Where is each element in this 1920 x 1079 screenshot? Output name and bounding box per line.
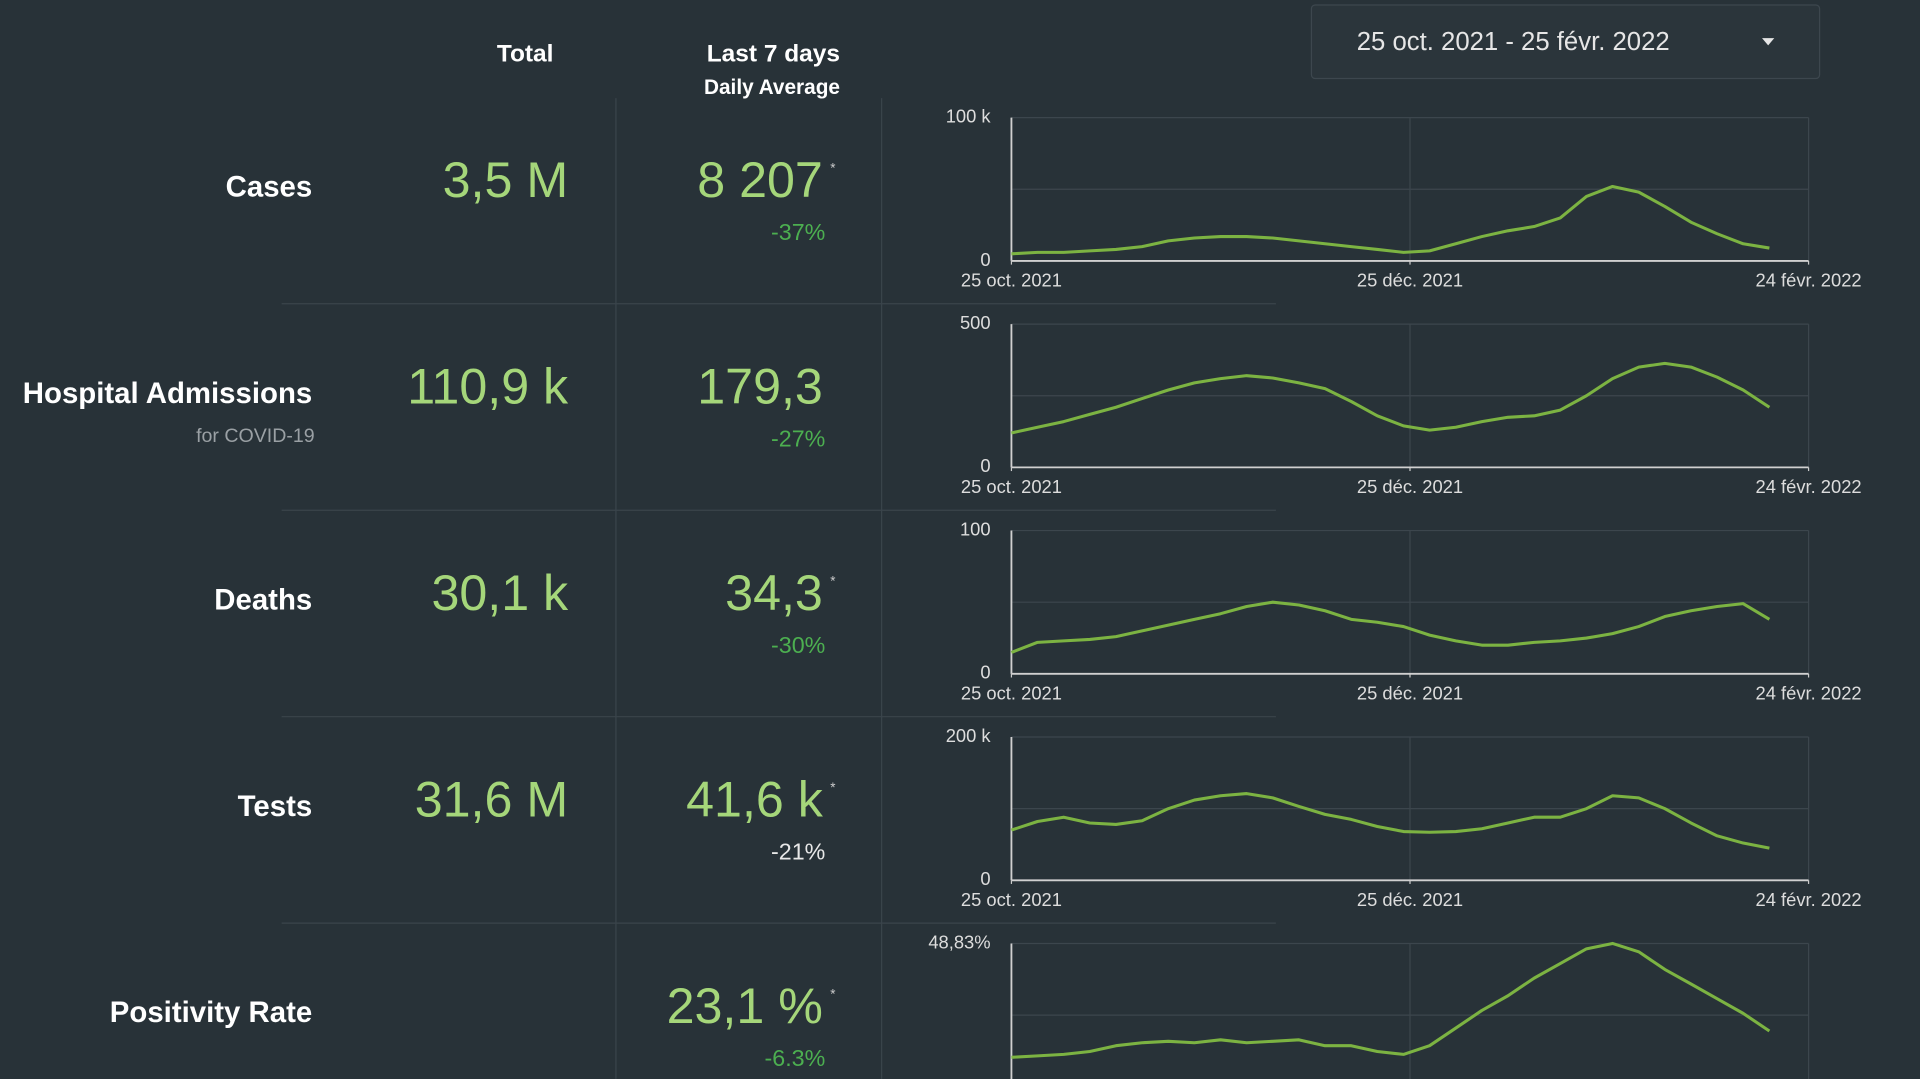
asterisk: *	[830, 574, 836, 589]
change-value: -27%	[771, 426, 825, 452]
row-label: Deaths	[214, 583, 312, 616]
x-tick-label: 25 déc. 2021	[1357, 476, 1463, 497]
average-value: 8 207	[697, 152, 823, 208]
dropdown-arrow[interactable]	[1762, 38, 1775, 46]
header-last7: Last 7 days	[707, 41, 840, 68]
x-tick-label: 25 oct. 2021	[961, 682, 1062, 703]
x-tick-label: 25 déc. 2021	[1357, 682, 1463, 703]
x-tick-label: 24 févr. 2022	[1755, 270, 1861, 291]
total-value: 31,6 M	[415, 771, 568, 827]
x-tick-label: 24 févr. 2022	[1755, 476, 1861, 497]
date-range-picker[interactable]: 25 oct. 2021 - 25 févr. 2022	[1310, 4, 1821, 80]
change-value: -21%	[771, 838, 825, 864]
y-tick-label: 0	[980, 662, 990, 683]
row-label: Hospital Admissions	[23, 377, 312, 410]
x-tick-label: 25 déc. 2021	[1357, 270, 1463, 291]
date-range-box[interactable]	[1310, 4, 1821, 80]
y-tick-label: 0	[980, 455, 990, 476]
y-tick-label: 100 k	[946, 106, 992, 127]
x-tick-label: 25 oct. 2021	[961, 476, 1062, 497]
trend-line	[1010, 600, 1771, 654]
header-total: Total	[497, 41, 554, 68]
header-daily-average: Daily Average	[704, 76, 840, 99]
total-value: 3,5 M	[443, 152, 569, 208]
y-tick-label: 0	[980, 249, 990, 270]
change-value: -6.3%	[765, 1045, 826, 1071]
row-label: Cases	[226, 170, 313, 203]
y-tick-label: 500	[960, 312, 991, 333]
y-tick-label: 100	[960, 518, 991, 539]
trend-line	[1010, 792, 1770, 850]
average-value: 179,3	[697, 359, 823, 415]
average-value: 23,1 %	[667, 978, 823, 1034]
y-tick-label: 200 k	[946, 725, 992, 746]
x-tick-label: 25 déc. 2021	[1357, 889, 1463, 910]
x-tick-label: 25 oct. 2021	[961, 270, 1062, 291]
y-tick-label: 0	[980, 868, 990, 889]
change-value: -37%	[771, 219, 825, 245]
asterisk: *	[830, 986, 836, 1001]
trend-line	[1011, 361, 1771, 435]
x-tick-label: 24 févr. 2022	[1755, 682, 1861, 703]
y-tick-label: 48,83%	[928, 931, 990, 952]
asterisk: *	[830, 161, 836, 176]
row-label: Positivity Rate	[110, 996, 312, 1029]
row-label: Tests	[238, 790, 313, 823]
row-sublabel: for COVID-19	[196, 425, 315, 447]
x-tick-label: 24 févr. 2022	[1755, 889, 1861, 910]
date-range-text[interactable]: 25 oct. 2021 - 25 févr. 2022	[1357, 28, 1670, 56]
total-value: 110,9 k	[407, 359, 569, 415]
trend-line	[1011, 184, 1770, 256]
change-value: -30%	[771, 632, 825, 658]
asterisk: *	[830, 780, 836, 795]
trend-line	[1011, 941, 1771, 1059]
total-value: 30,1 k	[431, 565, 569, 621]
average-value: 41,6 k	[686, 771, 824, 827]
average-value: 34,3	[725, 565, 823, 621]
x-tick-label: 25 oct. 2021	[961, 889, 1062, 910]
